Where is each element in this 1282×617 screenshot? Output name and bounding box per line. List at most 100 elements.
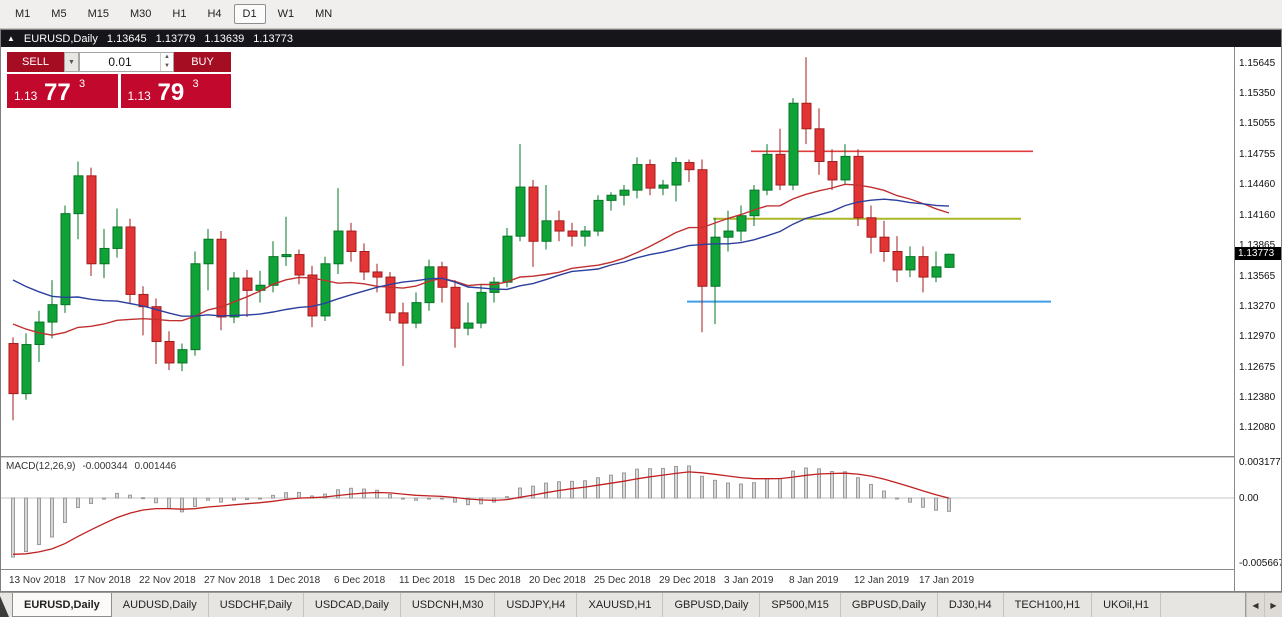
candle bbox=[229, 277, 240, 318]
macd-histogram-bar bbox=[726, 482, 730, 499]
chart-tab-xauusd-h1[interactable]: XAUUSD,H1 bbox=[577, 593, 664, 617]
date-axis-label: 29 Dec 2018 bbox=[659, 575, 716, 586]
macd-histogram-bar bbox=[648, 468, 652, 499]
volume-input[interactable]: 0.01 ▲ ▼ bbox=[79, 52, 174, 72]
candle bbox=[892, 251, 903, 271]
buy-button[interactable]: BUY bbox=[174, 52, 231, 72]
macd-histogram-bar bbox=[505, 496, 509, 499]
candle bbox=[190, 263, 201, 351]
sell-button[interactable]: SELL bbox=[7, 52, 64, 72]
chart-tab-usdjpy-h4[interactable]: USDJPY,H4 bbox=[495, 593, 578, 617]
timeframe-button-mn[interactable]: MN bbox=[315, 8, 333, 20]
macd-histogram-bar bbox=[180, 497, 184, 513]
chart-tab-audusd-daily[interactable]: AUDUSD,Daily bbox=[112, 593, 209, 617]
candle bbox=[736, 215, 747, 232]
candle bbox=[645, 164, 656, 189]
macd-signal-value: 0.001446 bbox=[134, 461, 177, 472]
chevron-down-icon[interactable]: ▼ bbox=[64, 52, 79, 72]
candle bbox=[333, 230, 344, 265]
candle bbox=[21, 344, 32, 395]
timeframe-button-m30[interactable]: M30 bbox=[129, 8, 152, 20]
chart-tab-gbpusd-daily[interactable]: GBPUSD,Daily bbox=[841, 593, 938, 617]
candle bbox=[866, 217, 877, 238]
sell-price-base: 1.13 bbox=[14, 89, 38, 103]
indicator-divider[interactable] bbox=[1, 456, 1234, 458]
candle bbox=[502, 235, 513, 283]
macd-histogram-bar bbox=[921, 497, 925, 508]
candle bbox=[203, 238, 214, 265]
candle bbox=[593, 199, 604, 232]
macd-histogram-bar bbox=[830, 470, 834, 499]
macd-histogram-bar bbox=[76, 497, 80, 508]
price-axis-label: 1.12675 bbox=[1239, 361, 1276, 373]
timeframe-button-h1[interactable]: H1 bbox=[172, 8, 187, 20]
macd-histogram-bar bbox=[596, 477, 600, 499]
chart-tab-gbpusd-daily[interactable]: GBPUSD,Daily bbox=[663, 593, 761, 617]
chart-tab-dj30-h4[interactable]: DJ30,H4 bbox=[938, 593, 1004, 617]
timeframe-button-m1[interactable]: M1 bbox=[15, 8, 31, 20]
macd-histogram-bar bbox=[37, 497, 41, 546]
buy-price-base: 1.13 bbox=[127, 89, 151, 103]
candle bbox=[346, 230, 357, 253]
timeframe-button-h4[interactable]: H4 bbox=[207, 8, 222, 20]
candle bbox=[73, 175, 84, 215]
timeframe-button-d1[interactable]: D1 bbox=[233, 4, 266, 24]
sell-price-frac: 3 bbox=[79, 78, 86, 90]
spin-down-icon[interactable]: ▼ bbox=[164, 63, 170, 69]
open-value: 1.13645 bbox=[106, 32, 147, 45]
candle bbox=[294, 254, 305, 276]
price-chart[interactable] bbox=[1, 47, 1234, 456]
volume-stepper[interactable]: ▲ ▼ bbox=[160, 53, 173, 71]
buy-price-tile[interactable]: 1.13 79 3 bbox=[120, 74, 231, 108]
close-value: 1.13773 bbox=[253, 32, 293, 45]
macd-chart[interactable] bbox=[1, 458, 1234, 569]
macd-histogram-bar bbox=[245, 497, 249, 501]
scroll-right-icon[interactable]: ▶ bbox=[1264, 593, 1282, 617]
date-axis-label: 17 Jan 2019 bbox=[919, 575, 975, 586]
sell-price-tile[interactable]: 1.13 77 3 bbox=[7, 74, 118, 108]
corner-grip bbox=[0, 596, 9, 617]
macd-histogram-bar bbox=[570, 480, 574, 499]
chart-titlebar: ▲ EURUSD,Daily 1.13645 1.13779 1.13639 1… bbox=[1, 30, 1281, 47]
candle bbox=[528, 186, 539, 242]
macd-histogram-bar bbox=[466, 497, 470, 506]
candle bbox=[99, 247, 110, 265]
chart-tab-ukoil-h1[interactable]: UKOil,H1 bbox=[1092, 593, 1161, 617]
scroll-left-icon[interactable]: ◀ bbox=[1246, 593, 1264, 617]
macd-histogram-bar bbox=[674, 465, 678, 499]
macd-histogram-bar bbox=[713, 479, 717, 499]
macd-histogram-bar bbox=[544, 482, 548, 499]
candle bbox=[827, 161, 838, 181]
candle bbox=[463, 322, 474, 329]
date-axis[interactable]: 13 Nov 2018 17 Nov 2018 22 Nov 2018 27 Nov … bbox=[1, 569, 1234, 591]
candle bbox=[268, 256, 279, 286]
chart-tab-usdcad-daily[interactable]: USDCAD,Daily bbox=[304, 593, 401, 617]
candle bbox=[671, 162, 682, 186]
chart-tab-sp500-m15[interactable]: SP500,M15 bbox=[760, 593, 841, 617]
chart-tabbar: EURUSD,Daily AUDUSD,Daily USDCHF,Daily USDC… bbox=[0, 592, 1282, 617]
price-axis[interactable]: 1.13773 1.15645 1.15350 1.15055 1.14755 1.14… bbox=[1234, 47, 1281, 591]
macd-histogram-bar bbox=[24, 497, 28, 552]
candle bbox=[411, 302, 422, 324]
price-axis-label: 1.13865 bbox=[1239, 239, 1276, 251]
volume-value[interactable]: 0.01 bbox=[108, 55, 132, 69]
macd-histogram-bar bbox=[739, 483, 743, 499]
candle bbox=[814, 128, 825, 163]
timeframe-button-m15[interactable]: M15 bbox=[87, 8, 109, 20]
timeframe-button-w1[interactable]: W1 bbox=[277, 8, 295, 20]
macd-histogram-bar bbox=[284, 492, 288, 499]
chart-tab-tech100-h1[interactable]: TECH100,H1 bbox=[1004, 593, 1093, 617]
date-axis-label: 8 Jan 2019 bbox=[789, 575, 839, 586]
macd-histogram-bar bbox=[804, 467, 808, 499]
chart-tab-eurusd-daily[interactable]: EURUSD,Daily bbox=[12, 593, 112, 617]
chart-tab-usdcnh-m30[interactable]: USDCNH,M30 bbox=[401, 593, 496, 617]
buy-price-frac: 3 bbox=[192, 78, 199, 90]
price-axis-label: 1.14160 bbox=[1239, 209, 1276, 221]
candle bbox=[606, 194, 617, 201]
spin-up-icon[interactable]: ▲ bbox=[164, 54, 170, 60]
candle bbox=[788, 102, 799, 186]
macd-histogram-bar bbox=[167, 497, 171, 510]
chart-window-icon[interactable]: ▲ bbox=[7, 34, 15, 43]
chart-tab-usdchf-daily[interactable]: USDCHF,Daily bbox=[209, 593, 304, 617]
timeframe-button-m5[interactable]: M5 bbox=[51, 8, 67, 20]
